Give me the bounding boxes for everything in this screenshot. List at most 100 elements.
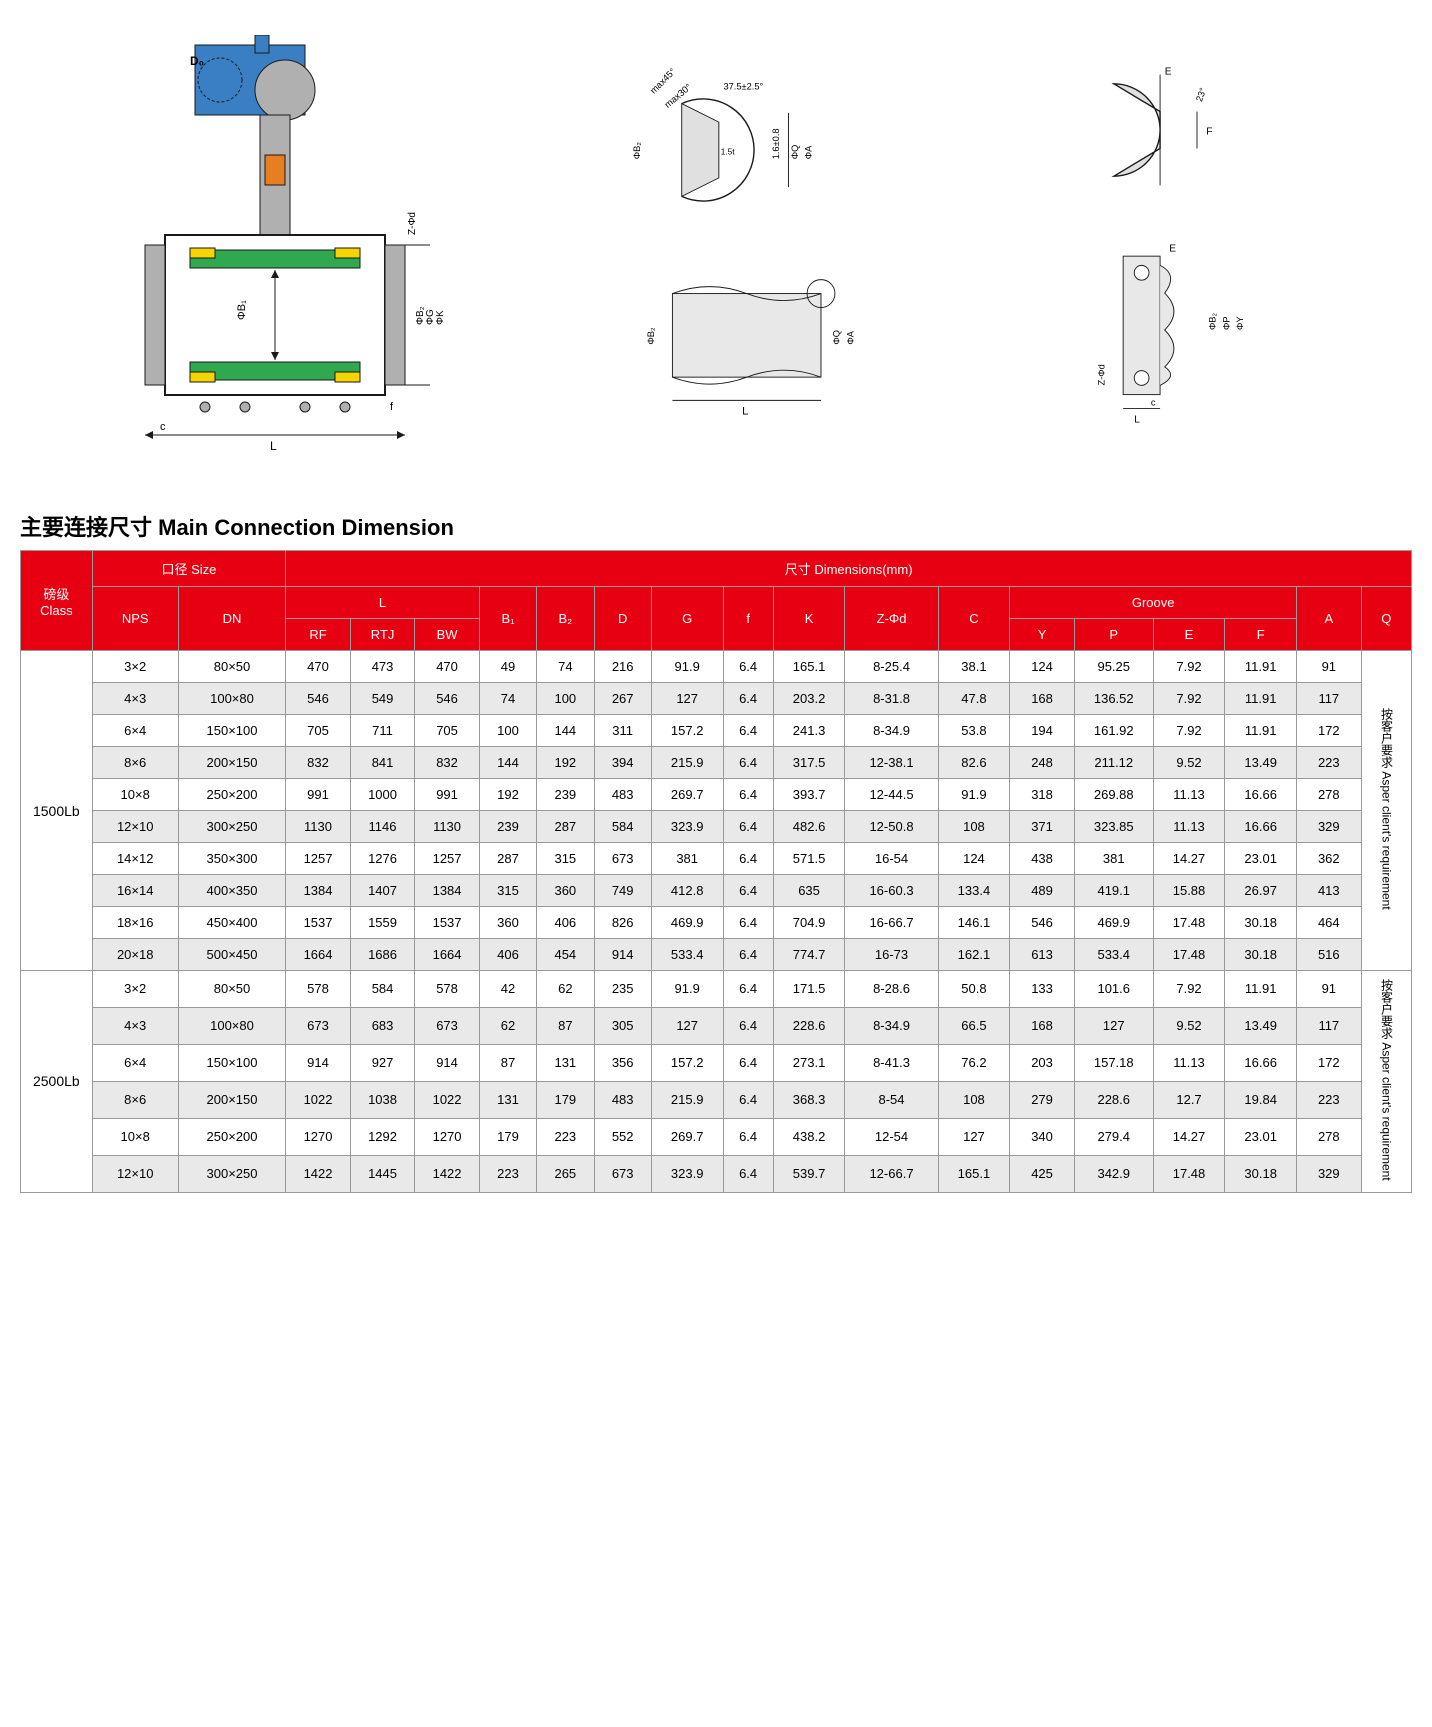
cell-dn: 350×300 (178, 843, 286, 875)
svg-text:ΦQ: ΦQ (832, 330, 842, 345)
cell-a: 413 (1297, 875, 1362, 907)
cell-fcol: 13.49 (1225, 747, 1297, 779)
cell-p: 419.1 (1074, 875, 1153, 907)
cell-y: 340 (1010, 1118, 1075, 1155)
cell-f: 6.4 (723, 779, 773, 811)
cell-zd: 12-66.7 (845, 1155, 938, 1192)
cell-e: 12.7 (1153, 1081, 1225, 1118)
cell-y: 438 (1010, 843, 1075, 875)
cell-rf: 1130 (286, 811, 351, 843)
cell-a: 91 (1297, 971, 1362, 1008)
cell-bw: 1422 (415, 1155, 480, 1192)
cell-zd: 8-31.8 (845, 683, 938, 715)
cell-y: 248 (1010, 747, 1075, 779)
cell-rtj: 841 (350, 747, 415, 779)
cell-dn: 150×100 (178, 1044, 286, 1081)
cell-bw: 673 (415, 1007, 480, 1044)
table-row: 12×10300×250142214451422223265673323.96.… (21, 1155, 1412, 1192)
table-row: 4×3100×80546549546741002671276.4203.28-3… (21, 683, 1412, 715)
cell-rtj: 1276 (350, 843, 415, 875)
cell-f: 6.4 (723, 907, 773, 939)
cell-b1: 287 (479, 843, 536, 875)
table-row: 1500Lb3×280×50470473470497421691.96.4165… (21, 651, 1412, 683)
cell-dn: 450×400 (178, 907, 286, 939)
cell-c: 127 (938, 1118, 1010, 1155)
svg-text:ΦQ: ΦQ (790, 145, 800, 160)
svg-text:ΦY: ΦY (1235, 316, 1245, 330)
cell-e: 11.13 (1153, 811, 1225, 843)
cell-c: 47.8 (938, 683, 1010, 715)
cell-bw: 1270 (415, 1118, 480, 1155)
header-rtj: RTJ (350, 619, 415, 651)
cell-a: 223 (1297, 1081, 1362, 1118)
cell-dn: 500×450 (178, 939, 286, 971)
cell-b2: 265 (537, 1155, 594, 1192)
table-row: 10×8250×2009911000991192239483269.76.439… (21, 779, 1412, 811)
cell-dn: 300×250 (178, 811, 286, 843)
diagram-area: D₀ ΦB₁ Z-Φd (20, 20, 1412, 470)
svg-text:L: L (1134, 414, 1140, 425)
cell-g: 215.9 (651, 747, 723, 779)
cell-f: 6.4 (723, 1044, 773, 1081)
header-fcol: F (1225, 619, 1297, 651)
cell-c: 50.8 (938, 971, 1010, 1008)
cell-rf: 1270 (286, 1118, 351, 1155)
cell-f: 6.4 (723, 843, 773, 875)
cell-k: 704.9 (773, 907, 845, 939)
table-row: 12×10300×250113011461130239287584323.96.… (21, 811, 1412, 843)
cell-d: 914 (594, 939, 651, 971)
cell-a: 362 (1297, 843, 1362, 875)
cell-rf: 1537 (286, 907, 351, 939)
svg-text:Z-Φd: Z-Φd (1096, 364, 1106, 385)
valve-main-diagram: D₀ ΦB₁ Z-Φd (105, 35, 445, 455)
cell-rtj: 1407 (350, 875, 415, 907)
cell-nps: 14×12 (92, 843, 178, 875)
cell-rtj: 1292 (350, 1118, 415, 1155)
header-p: P (1074, 619, 1153, 651)
cell-fcol: 23.01 (1225, 1118, 1297, 1155)
cell-d: 483 (594, 1081, 651, 1118)
cell-dn: 400×350 (178, 875, 286, 907)
cell-nps: 18×16 (92, 907, 178, 939)
header-e: E (1153, 619, 1225, 651)
table-body: 1500Lb3×280×50470473470497421691.96.4165… (21, 651, 1412, 1193)
cell-e: 17.48 (1153, 939, 1225, 971)
cell-a: 117 (1297, 683, 1362, 715)
cell-k: 368.3 (773, 1081, 845, 1118)
cell-c: 146.1 (938, 907, 1010, 939)
svg-text:ΦB₁: ΦB₁ (236, 300, 248, 320)
cell-e: 7.92 (1153, 971, 1225, 1008)
cell-b2: 287 (537, 811, 594, 843)
cell-k: 571.5 (773, 843, 845, 875)
cell-bw: 705 (415, 715, 480, 747)
svg-text:E: E (1169, 244, 1176, 255)
cell-y: 489 (1010, 875, 1075, 907)
cell-d: 235 (594, 971, 651, 1008)
cell-k: 171.5 (773, 971, 845, 1008)
table-row: 2500Lb3×280×50578584578426223591.96.4171… (21, 971, 1412, 1008)
cell-y: 425 (1010, 1155, 1075, 1192)
cell-d: 483 (594, 779, 651, 811)
cell-nps: 8×6 (92, 1081, 178, 1118)
cell-f: 6.4 (723, 811, 773, 843)
cell-nps: 4×3 (92, 1007, 178, 1044)
cell-k: 774.7 (773, 939, 845, 971)
cell-fcol: 19.84 (1225, 1081, 1297, 1118)
cell-d: 673 (594, 1155, 651, 1192)
cell-b1: 239 (479, 811, 536, 843)
cell-k: 165.1 (773, 651, 845, 683)
svg-text:ΦP: ΦP (1221, 316, 1231, 330)
svg-text:1.5t: 1.5t (721, 147, 736, 157)
table-row: 14×12350×3001257127612572873156733816.45… (21, 843, 1412, 875)
table-row: 6×4150×10091492791487131356157.26.4273.1… (21, 1044, 1412, 1081)
cell-a: 172 (1297, 1044, 1362, 1081)
svg-text:Z-Φd: Z-Φd (407, 212, 418, 235)
cell-zd: 12-54 (845, 1118, 938, 1155)
cell-zd: 8-41.3 (845, 1044, 938, 1081)
header-groove: Groove (1010, 587, 1297, 619)
cell-bw: 914 (415, 1044, 480, 1081)
cell-y: 133 (1010, 971, 1075, 1008)
cell-e: 9.52 (1153, 747, 1225, 779)
svg-text:ΦB₂: ΦB₂ (646, 327, 656, 345)
table-title: 主要连接尺寸 Main Connection Dimension (20, 510, 1412, 542)
